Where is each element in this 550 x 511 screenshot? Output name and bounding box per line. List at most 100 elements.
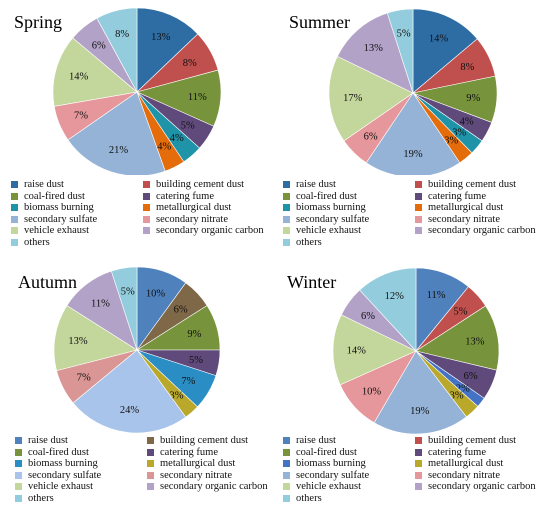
legend-label: secondary organic carbon bbox=[428, 481, 536, 493]
data-label-catering-fume: 6% bbox=[464, 371, 478, 382]
legend-swatch bbox=[283, 238, 290, 246]
legend-swatch bbox=[143, 227, 150, 235]
summer-pie-chart: 14% 8% 9% 4%3%3% 19% 6% 17% 13% 5% bbox=[328, 8, 498, 175]
pie-slice-vehicle-exhaust bbox=[328, 55, 414, 142]
legend-label: vehicle exhaust bbox=[28, 481, 94, 493]
legend-swatch bbox=[415, 204, 422, 212]
data-label-raise-dust: 10% bbox=[146, 289, 166, 300]
legend-swatch bbox=[15, 460, 22, 468]
legend-swatch bbox=[415, 471, 422, 479]
legend-swatch bbox=[283, 227, 290, 235]
legend-label: coal-fired dust bbox=[296, 190, 357, 202]
legend-swatch bbox=[147, 471, 154, 479]
pie-slice-secondary-organic-carbon bbox=[336, 12, 414, 94]
legend-item-catering-fume: catering fume bbox=[143, 191, 283, 203]
pie-slice-others bbox=[110, 266, 138, 351]
summer-panel: Summer 14% 8% 9% 4% 3% 3% 19% 6% 17% 13% 5% raise … bbox=[275, 0, 550, 255]
legend-swatch bbox=[147, 448, 154, 456]
data-label-building-cement-dust: 6% bbox=[174, 305, 188, 316]
legend-label: vehicle exhaust bbox=[296, 225, 362, 237]
data-label-secondary-nitrate: 7% bbox=[77, 373, 91, 384]
data-label-vehicle-exhaust: 14% bbox=[69, 72, 89, 83]
legend-item-coal-fired-dust: coal-fired dust bbox=[283, 447, 415, 459]
legend-swatch bbox=[283, 437, 290, 445]
spring-panel: Spring 13% 8% 11% 5% 4% 4% 21% 7% 14% 6% 8% raise … bbox=[0, 0, 275, 255]
legend-swatch bbox=[283, 483, 290, 491]
legend-label: building cement dust bbox=[156, 179, 245, 191]
legend-swatch bbox=[415, 215, 422, 223]
data-label-secondary-sulfate: 24% bbox=[120, 405, 140, 416]
legend-swatch bbox=[147, 460, 154, 468]
data-label-secondary-nitrate: 10% bbox=[362, 386, 382, 397]
legend-item-secondary-organic-carbon: secondary organic carbon bbox=[415, 481, 550, 493]
legend-item-metallurgical-dust: metallurgical dust bbox=[143, 202, 283, 214]
legend-swatch bbox=[143, 181, 150, 189]
legend-swatch bbox=[11, 181, 18, 189]
legend-swatch bbox=[11, 227, 18, 235]
legend-swatch bbox=[283, 471, 290, 479]
legend-label: secondary nitrate bbox=[156, 213, 229, 225]
data-label-secondary-organic-carbon: 11% bbox=[91, 298, 110, 309]
data-label-building-cement-dust: 8% bbox=[460, 62, 474, 73]
data-label-secondary-organic-carbon: 6% bbox=[92, 41, 106, 52]
chart-title: Winter bbox=[287, 272, 337, 292]
legend-label: building cement dust bbox=[428, 435, 517, 447]
legend-label: metallurgical dust bbox=[428, 458, 504, 470]
chart-title: Spring bbox=[14, 12, 63, 32]
legend-label: biomass burning bbox=[296, 202, 366, 214]
pie-slice-secondary-sulfate bbox=[373, 350, 467, 435]
data-label-biomass-burning: 7% bbox=[181, 376, 195, 387]
legend-item-secondary-nitrate: secondary nitrate bbox=[143, 214, 283, 226]
legend-swatch bbox=[415, 437, 422, 445]
legend-item-raise-dust: raise dust bbox=[15, 435, 147, 447]
data-label-others: 8% bbox=[115, 29, 129, 40]
data-label-coal-fired-dust: 9% bbox=[466, 93, 480, 104]
legend-label: biomass burning bbox=[28, 458, 98, 470]
legend-swatch bbox=[283, 448, 290, 456]
legend-item-others: others bbox=[11, 237, 143, 249]
data-label-building-cement-dust: 8% bbox=[183, 58, 197, 69]
data-label-metallurgical-dust: 3% bbox=[444, 135, 458, 146]
legend-swatch bbox=[11, 215, 18, 223]
legend-swatch bbox=[11, 238, 18, 246]
legend-item-biomass-burning: biomass burning bbox=[283, 202, 415, 214]
data-label-coal-fired-dust: 13% bbox=[465, 336, 485, 347]
legend-label: others bbox=[28, 492, 54, 504]
legend-swatch bbox=[143, 192, 150, 200]
legend-item-vehicle-exhaust: vehicle exhaust bbox=[15, 481, 147, 493]
legend-label: building cement dust bbox=[160, 435, 249, 447]
legend-swatch bbox=[147, 483, 154, 491]
legend-swatch bbox=[15, 471, 22, 479]
legend-swatch bbox=[415, 192, 422, 200]
data-label-metallurgical-dust: 4% bbox=[157, 142, 171, 153]
winter-pie-chart: 11% 5% 13% 6% 2%3% 19% 10% 14% 6% 12% bbox=[332, 267, 500, 435]
pie-slice-vehicle-exhaust bbox=[52, 37, 138, 107]
legend-label: catering fume bbox=[428, 190, 487, 202]
legend-item-secondary-organic-carbon: secondary organic carbon bbox=[147, 481, 287, 493]
legend-label: coal-fired dust bbox=[296, 446, 357, 458]
pie-slice-raise-dust bbox=[412, 8, 478, 94]
legend-label: raise dust bbox=[28, 435, 68, 447]
legend-item-building-cement-dust: building cement dust bbox=[415, 179, 550, 191]
legend-label: secondary nitrate bbox=[160, 469, 233, 481]
chart-title: Autumn bbox=[18, 272, 78, 292]
legend-item-others: others bbox=[283, 493, 415, 505]
pie-slice-vehicle-exhaust bbox=[53, 305, 138, 372]
chart-title: Summer bbox=[289, 12, 350, 32]
legend-item-catering-fume: catering fume bbox=[415, 191, 550, 203]
legend-item-biomass-burning: biomass burning bbox=[283, 458, 415, 470]
data-label-secondary-organic-carbon: 13% bbox=[364, 43, 384, 54]
legend-label: secondary sulfate bbox=[296, 469, 370, 481]
legend-label: secondary sulfate bbox=[28, 469, 102, 481]
legend-label: vehicle exhaust bbox=[296, 481, 362, 493]
data-label-coal-fired-dust: 11% bbox=[188, 92, 207, 103]
legend-item-coal-fired-dust: coal-fired dust bbox=[283, 191, 415, 203]
legend-label: metallurgical dust bbox=[156, 202, 232, 214]
legend-swatch bbox=[415, 227, 422, 235]
legend-item-building-cement-dust: building cement dust bbox=[143, 179, 283, 191]
data-label-secondary-organic-carbon: 6% bbox=[361, 311, 375, 322]
legend-item-secondary-sulfate: secondary sulfate bbox=[283, 214, 415, 226]
legend-label: metallurgical dust bbox=[160, 458, 236, 470]
legend-item-coal-fired-dust: coal-fired dust bbox=[11, 191, 143, 203]
legend-item-raise-dust: raise dust bbox=[283, 179, 415, 191]
